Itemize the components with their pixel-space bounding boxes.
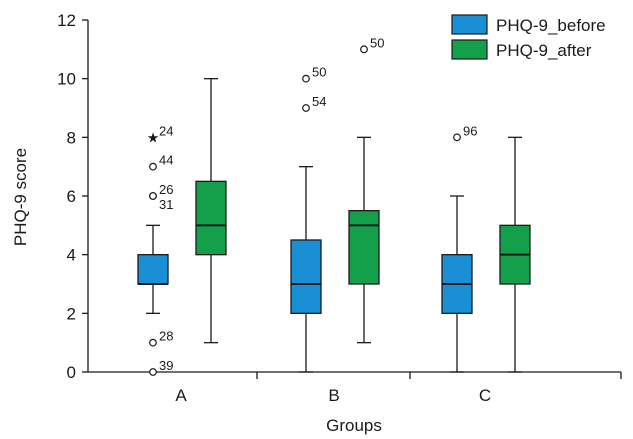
outlier-label: 50	[312, 65, 326, 80]
outlier-star-marker: ★	[147, 129, 160, 145]
box-iqr	[137, 254, 169, 285]
outlier-marker	[149, 192, 157, 200]
y-tick-label: 10	[57, 70, 76, 89]
legend-swatch	[451, 39, 488, 60]
y-axis-title: PHQ-9 score	[11, 148, 30, 246]
legend-swatch	[451, 14, 488, 35]
box-iqr	[290, 239, 322, 314]
box-PHQ-9_after-B: 50	[348, 35, 384, 344]
legend: PHQ-9_before PHQ-9_after	[451, 14, 606, 60]
y-tick-label: 8	[67, 128, 76, 147]
outlier-marker	[302, 74, 310, 83]
outlier-label: 96	[463, 123, 477, 138]
outlier-label: 28	[159, 329, 173, 344]
legend-label: PHQ-9_after	[496, 41, 592, 60]
box-PHQ-9_after-C	[499, 136, 531, 373]
outlier-label: 39	[159, 358, 173, 373]
legend-label: PHQ-9_before	[496, 16, 606, 35]
outlier-label: 31	[159, 197, 173, 212]
outlier-label: 26	[159, 182, 173, 197]
x-tick-label: B	[328, 386, 339, 405]
box-iqr	[348, 210, 380, 285]
y-tick-label: 2	[67, 304, 76, 323]
x-axis-title: Groups	[326, 416, 382, 435]
outlier-label: 50	[370, 35, 384, 50]
x-tick-label: C	[479, 386, 491, 405]
x-tick-label: A	[175, 386, 187, 405]
y-tick-label: 6	[67, 187, 76, 206]
box-PHQ-9_before-C: 96	[441, 123, 477, 373]
outlier-marker	[360, 45, 368, 54]
y-tick-label: 4	[67, 246, 76, 265]
box-PHQ-9_before-B: 50 54	[290, 65, 326, 373]
outlier-marker	[149, 162, 157, 171]
outlier-label: 44	[159, 153, 173, 168]
box-PHQ-9_after-A	[195, 78, 227, 344]
box-iqr	[195, 180, 227, 256]
x-axis: A B C	[88, 371, 622, 405]
outlier-marker	[149, 368, 157, 376]
outlier-marker	[453, 133, 461, 142]
y-axis: 0 2 4 6 8 10 12	[57, 11, 89, 382]
outlier-marker	[149, 338, 157, 347]
y-tick-label: 0	[67, 363, 76, 382]
outlier-label: 24	[159, 123, 173, 138]
outlier-label: 54	[312, 94, 326, 109]
outlier-marker	[302, 104, 310, 112]
y-tick-label: 12	[57, 11, 76, 30]
